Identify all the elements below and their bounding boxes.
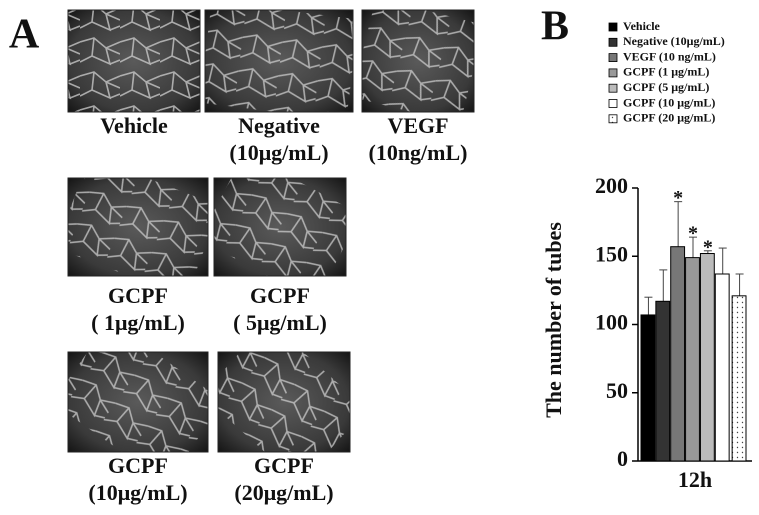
x-tick-label: 12h	[678, 467, 712, 492]
micrograph-network	[362, 10, 474, 112]
image-caption: GCPF	[250, 283, 310, 308]
micrograph-edge	[361, 9, 475, 113]
micrograph-network	[218, 352, 350, 452]
micrograph-network	[68, 352, 208, 452]
legend-label: Vehicle	[623, 19, 661, 33]
image-caption: ( 1μg/mL)	[91, 310, 185, 335]
legend-swatch	[608, 114, 618, 124]
micrograph-edge	[213, 177, 347, 277]
bar	[714, 273, 730, 462]
image-caption: GCPF	[108, 283, 168, 308]
y-axis-label: The number of tubes	[541, 222, 566, 418]
bar	[655, 300, 671, 462]
legend-label: GCPF (1 μg/mL)	[623, 65, 709, 79]
image-caption: (10ng/mL)	[369, 140, 468, 165]
image-caption: GCPF	[254, 453, 314, 478]
micrograph-clip	[362, 10, 474, 112]
significance-mark: *	[703, 236, 713, 258]
y-tick-label: 0	[617, 446, 628, 471]
bar	[640, 314, 656, 462]
bar	[685, 257, 700, 462]
micrograph-network	[214, 178, 346, 276]
micrograph-edge	[67, 9, 201, 113]
image-caption: (10μg/mL)	[88, 480, 187, 505]
legend-swatch	[608, 37, 618, 47]
micrograph-network	[68, 178, 208, 276]
legend-swatch	[608, 53, 618, 62]
panel-label: B	[541, 4, 569, 50]
bar	[699, 253, 715, 462]
image-caption: VEGF	[387, 113, 448, 138]
micrograph-network	[68, 10, 200, 112]
legend-label: GCPF (5 μg/mL)	[623, 80, 709, 94]
legend-label: VEGF (10 ng/mL)	[623, 49, 716, 63]
legend-swatch	[608, 22, 618, 32]
panel-label: A	[9, 12, 40, 58]
y-tick-label: 150	[595, 241, 628, 266]
legend-swatch	[608, 83, 618, 93]
micrographs	[67, 9, 475, 453]
image-caption: GCPF	[108, 453, 168, 478]
y-tick-label: 200	[595, 173, 628, 198]
image-caption: Vehicle	[100, 113, 168, 138]
micrograph-clip	[218, 352, 350, 452]
image-caption: Negative	[238, 113, 320, 138]
micrograph-edge	[217, 351, 351, 453]
significance-mark: *	[673, 187, 683, 209]
image-caption: (10μg/mL)	[229, 140, 328, 165]
micrograph-edge	[204, 9, 354, 113]
micrograph-clip	[205, 10, 353, 112]
micrograph-network	[205, 10, 353, 112]
micrograph-edge	[67, 351, 209, 453]
legend-label: GCPF (10 μg/mL)	[623, 95, 715, 109]
y-tick-label: 50	[606, 378, 628, 403]
bar	[670, 246, 686, 462]
image-caption: ( 5μg/mL)	[233, 310, 327, 335]
micrograph-edge	[67, 177, 209, 277]
image-caption: (20μg/mL)	[234, 480, 333, 505]
micrograph-clip	[68, 178, 208, 276]
micrograph-clip	[68, 10, 200, 112]
legend-swatch	[608, 68, 618, 78]
legend-label: Negative (10μg/mL)	[623, 34, 725, 48]
legend-label: GCPF (20 μg/mL)	[623, 111, 715, 125]
legend-swatch	[608, 99, 618, 108]
y-tick-label: 100	[595, 310, 628, 335]
micrograph-clip	[214, 178, 346, 276]
bar	[731, 295, 747, 462]
significance-mark: *	[688, 223, 698, 245]
micrograph-clip	[68, 352, 208, 452]
